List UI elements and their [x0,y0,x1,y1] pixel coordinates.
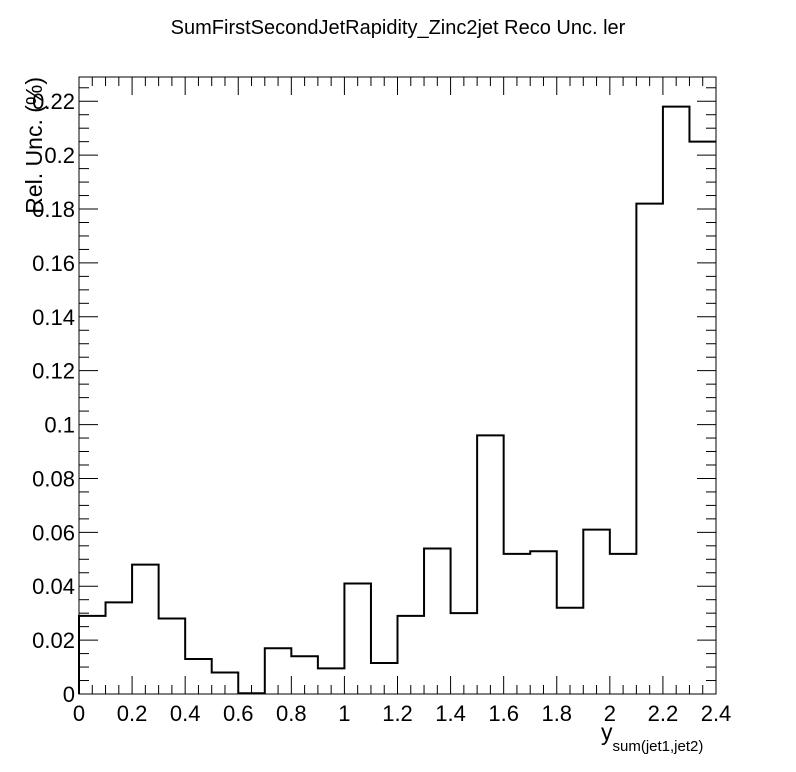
axis-tick-labels: 0 0.2 0.4 0.6 0.8 1 1.2 1.4 1.6 1.8 2 2.2 2.4 0 0.02 0.… [32,89,731,726]
x-tick-label: 0 [73,701,85,726]
histogram-bin [504,554,531,694]
histogram-bin [636,204,663,694]
histogram-bin [424,549,451,694]
y-tick-label: 0.06 [32,520,75,545]
histogram-bin [610,554,637,694]
y-tick-label: 0.16 [32,251,75,276]
y-tick-label: 0.18 [32,197,75,222]
histogram-bin [583,530,610,694]
y-tick-label: 0.02 [32,628,75,653]
y-tick-label: 0.08 [32,466,75,491]
x-axis-title: ysum(jet1,jet2) [601,719,703,755]
x-axis-title-subscript: sum(jet1,jet2) [613,738,704,755]
histogram-bin [238,693,265,694]
histogram-bin [291,656,318,694]
y-tick-label: 0.14 [32,305,75,330]
x-tick-label: 1.4 [435,701,466,726]
x-tick-label: 0.6 [223,701,254,726]
histogram-bin [689,142,716,694]
histogram-bin [265,648,292,694]
histogram-bin [79,616,106,694]
x-tick-label: 1 [338,701,350,726]
histogram-bin [663,107,690,694]
x-tick-label: 1.6 [488,701,519,726]
histogram-bin [106,602,133,694]
y-tick-label: 0.2 [44,143,75,168]
histogram-bin [557,608,584,694]
x-axis-title-main: y [601,719,613,745]
y-tick-label: 0.12 [32,359,75,384]
histogram-bin [132,565,159,694]
x-tick-label: 0.8 [276,701,307,726]
y-tick-label: 0.1 [44,413,75,438]
x-tick-label: 2.2 [648,701,679,726]
histogram-bin [477,435,504,694]
axis-ticks [78,77,717,695]
histogram-bin [530,551,557,694]
histogram-bin [344,584,371,694]
chart-title: SumFirstSecondJetRapidity_Zinc2jet Reco … [171,17,626,39]
x-tick-label: 0.4 [170,701,201,726]
histogram-bin [159,619,186,694]
x-tick-label: 2 [604,701,616,726]
x-tick-label: 1.8 [541,701,572,726]
histogram-bin [212,672,239,694]
x-tick-label: 1.2 [382,701,413,726]
histogram-bin [371,663,398,694]
histogram-bin [185,659,212,694]
y-axis-title: Rel. Unc. (%) [21,77,47,214]
x-tick-label: 0.2 [117,701,148,726]
histogram-bin [451,613,478,694]
y-tick-label: 0.22 [32,89,75,114]
histogram-step-line [78,105,716,695]
y-tick-label: 0 [63,682,75,707]
x-tick-label: 2.4 [701,701,732,726]
y-tick-label: 0.04 [32,574,75,599]
histogram-bin [318,668,345,694]
histogram-bin [398,616,425,694]
